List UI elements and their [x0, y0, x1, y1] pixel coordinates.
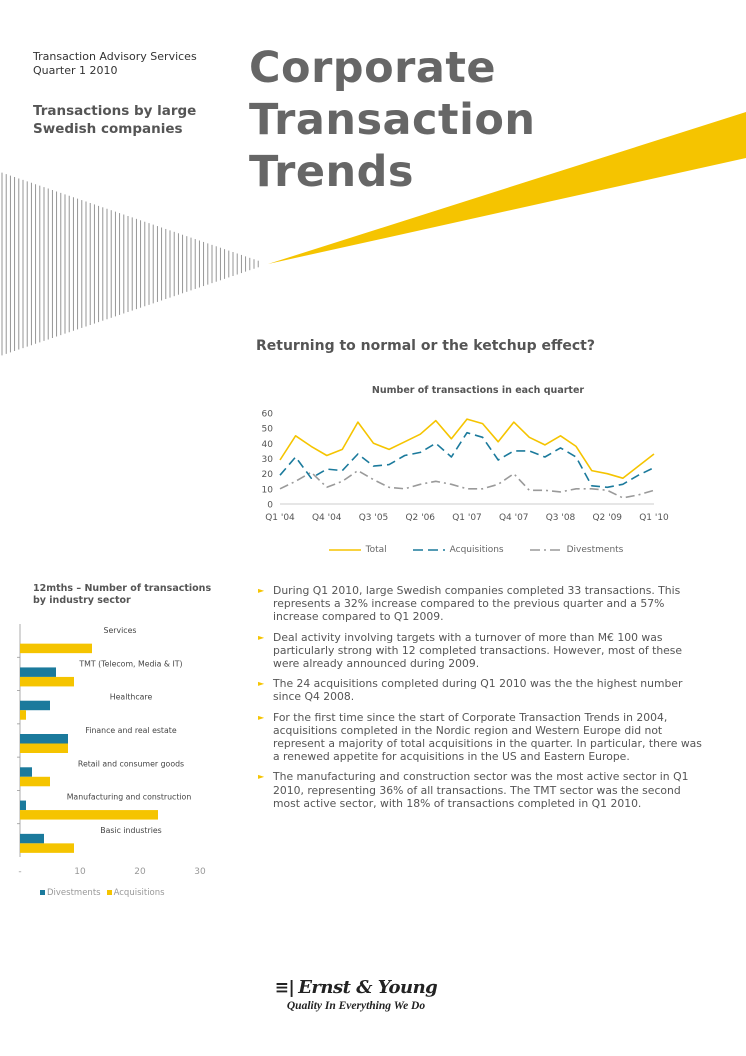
bar-acquisitions — [20, 843, 74, 853]
ey-mark-icon: ≡| — [274, 978, 295, 998]
x-tick-label: 10 — [74, 867, 86, 877]
x-tick-label: Q1 '07 — [452, 513, 482, 523]
bar-acquisitions — [20, 743, 68, 753]
legend-label: Total — [365, 545, 387, 555]
y-tick-label: 30 — [262, 455, 274, 465]
quarterly-chart-legend: Total Acquisitions Divestments — [256, 545, 696, 555]
right-triangle-icon: ► — [258, 772, 265, 782]
legend-label: Acquisitions — [113, 888, 165, 898]
logo-tagline: Quality In Everything We Do — [286, 1000, 426, 1012]
service-name: Transaction Advisory Services — [33, 50, 197, 63]
gray-hatch-fan — [1, 172, 259, 356]
bar-acquisitions — [20, 643, 92, 654]
x-tick-label: 30 — [194, 867, 206, 877]
bullet-text: The 24 acquisitions completed during Q1 … — [273, 677, 683, 704]
bar-divestments — [20, 700, 50, 711]
bar-acquisitions — [20, 676, 74, 687]
x-tick-label: Q2 '09 — [592, 513, 622, 523]
title-line: Trends — [249, 147, 414, 197]
title-line: Corporate — [249, 43, 497, 93]
y-tick-label: 10 — [262, 485, 274, 495]
bar-divestments — [20, 800, 26, 811]
list-item: ► The 24 acquisitions completed during Q1… — [258, 677, 708, 703]
x-tick-label: Q1 '10 — [639, 513, 669, 523]
legend-item-acquisitions: Acquisitions — [412, 545, 504, 555]
bullet-text: During Q1 2010, large Swedish companies … — [273, 584, 681, 624]
brand-name: Ernst & Young — [298, 977, 438, 998]
x-tick-label: Q3 '05 — [359, 513, 389, 523]
category-label: Basic industries — [100, 826, 161, 835]
right-triangle-icon: ► — [258, 632, 265, 642]
x-tick-label: Q4 '04 — [312, 513, 342, 523]
legend-label: Acquisitions — [449, 545, 504, 555]
bullet-text: For the first time since the start of Co… — [273, 710, 702, 764]
x-tick-label: Q4 '07 — [499, 513, 529, 523]
right-triangle-icon: ► — [258, 679, 265, 689]
industry-sector-chart: Services TMT (Telecom, Media & IT) Healthc… — [17, 624, 206, 877]
bar-acquisitions — [20, 810, 158, 820]
list-item: ► Deal activity involving targets with a … — [258, 631, 708, 671]
bullet-text: The manufacturing and construction secto… — [273, 770, 689, 810]
legend-item-acquisitions: Acquisitions — [106, 888, 165, 898]
ernst-young-logo: ≡| Ernst & Young Quality In Everything We… — [256, 977, 456, 1012]
logo-brand: ≡| Ernst & Young — [256, 977, 456, 998]
list-item: ► For the first time since the start of C… — [258, 711, 708, 764]
category-label: Services — [104, 626, 137, 635]
category-label: Finance and real estate — [85, 726, 176, 735]
y-tick-label: 0 — [267, 501, 273, 511]
bar-divestments — [20, 734, 68, 744]
x-tick-label: Q1 '04 — [265, 513, 295, 523]
list-item: ► During Q1 2010, large Swedish companies… — [258, 584, 708, 624]
legend-item-divestments: Divestments — [40, 888, 101, 898]
industry-chart-legend: Divestments Acquisitions — [40, 888, 165, 898]
series-line-divestments — [279, 469, 655, 499]
x-tick-label: 20 — [134, 867, 146, 877]
list-item: ► The manufacturing and construction sect… — [258, 770, 708, 810]
x-tick-label: - — [18, 867, 21, 877]
header-service: Transaction Advisory Services Quarter 1 … — [33, 50, 197, 78]
industry-chart-title: 12mths – Number of transactions by indus… — [33, 583, 212, 606]
category-label: Manufacturing and construction — [67, 793, 192, 802]
bar-divestments — [20, 667, 56, 677]
category-label: TMT (Telecom, Media & IT) — [78, 659, 182, 668]
category-label: Healthcare — [110, 693, 153, 702]
header-subtitle: Transactions by large Swedish companies — [33, 103, 197, 137]
right-triangle-icon: ► — [258, 586, 265, 595]
report-period: Quarter 1 2010 — [33, 64, 118, 77]
bar-acquisitions — [20, 776, 50, 787]
bar-divestments — [20, 767, 32, 777]
x-tick-label: Q2 '06 — [405, 513, 435, 523]
article-heading: Returning to normal or the ketchup effec… — [256, 338, 595, 354]
bar-divestments — [20, 833, 44, 844]
x-tick-label: Q3 '08 — [546, 513, 576, 523]
title-line: Transaction — [249, 95, 536, 145]
y-tick-label: 60 — [262, 410, 274, 420]
series-line-acquisitions — [279, 431, 655, 489]
legend-label: Divestments — [566, 545, 624, 555]
legend-label: Divestments — [47, 888, 101, 898]
header-beam-graphic — [1, 112, 746, 356]
legend-item-divestments: Divestments — [529, 545, 624, 555]
legend-item-total: Total — [328, 545, 387, 555]
category-label: Retail and consumer goods — [78, 759, 184, 768]
y-tick-label: 20 — [262, 470, 274, 480]
right-triangle-icon: ► — [258, 712, 265, 722]
quarterly-transactions-chart: 0 10 20 30 40 50 60 Q1 '04 Q4 '04 Q3 '05 Q2 '06 Q1 … — [262, 410, 670, 524]
y-tick-label: 40 — [262, 440, 274, 450]
yellow-beam — [268, 112, 746, 264]
findings-list: ► During Q1 2010, large Swedish companies… — [258, 584, 708, 817]
quarterly-chart-title: Number of transactions in each quarter — [371, 385, 585, 396]
y-tick-label: 50 — [262, 425, 274, 435]
page-title: Corporate Transaction Trends — [249, 42, 536, 198]
series-line-total — [279, 418, 655, 479]
bullet-text: Deal activity involving targets with a t… — [273, 630, 683, 671]
bar-acquisitions — [20, 710, 26, 720]
